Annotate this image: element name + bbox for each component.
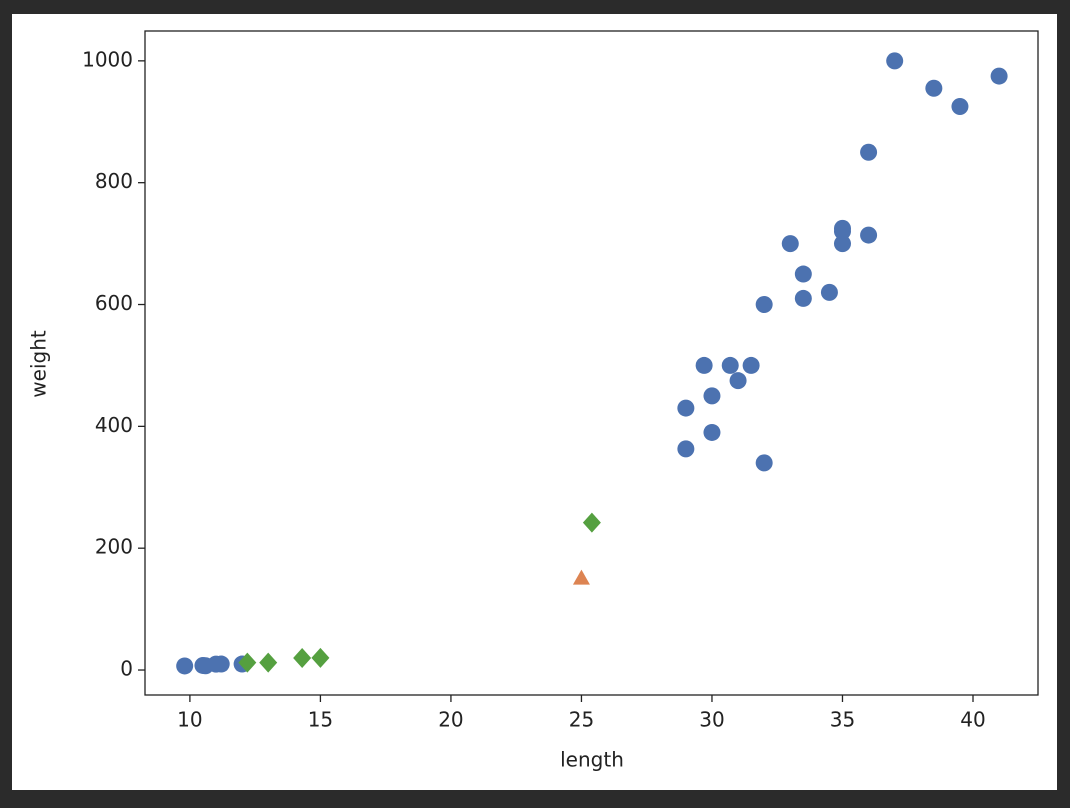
scatter-point [755, 296, 773, 314]
scatter-point [755, 454, 773, 472]
scatter-point [742, 356, 760, 374]
scatter-point [677, 440, 695, 458]
scatter-point [860, 226, 878, 244]
scatter-point [176, 657, 194, 675]
scatter-point [582, 512, 601, 533]
scatter-point [703, 387, 721, 405]
scatter-point [677, 399, 695, 417]
scatter-point [238, 652, 257, 673]
scatter-point [886, 52, 904, 70]
x-tick-label: 25 [569, 708, 594, 732]
x-tick-label: 15 [308, 708, 333, 732]
scatter-point [781, 235, 799, 253]
scatter-point [951, 98, 969, 116]
scatter-point [695, 356, 713, 374]
scatter-point [703, 423, 721, 441]
scatter-point [212, 655, 230, 673]
scatter-point [311, 647, 330, 668]
scatter-point [925, 79, 943, 97]
scatter-point [259, 652, 278, 673]
y-tick-label: 1000 [82, 47, 133, 71]
y-tick-label: 800 [95, 169, 133, 193]
figure-background [12, 14, 1057, 790]
scatter-point [833, 235, 851, 253]
x-tick-label: 35 [830, 708, 855, 732]
x-axis-label: length [560, 748, 624, 772]
y-tick-label: 600 [95, 291, 133, 315]
scatter-point [794, 289, 812, 307]
scatter-point [293, 648, 312, 669]
y-tick-label: 0 [120, 657, 133, 681]
x-tick-label: 40 [960, 708, 985, 732]
y-tick-label: 200 [95, 535, 133, 559]
scatter-point [990, 67, 1008, 85]
scatter-point [721, 356, 739, 374]
scatter-point [860, 143, 878, 161]
plot-frame [144, 30, 1039, 696]
x-tick-label: 30 [699, 708, 724, 732]
scatter-point [820, 283, 838, 301]
y-tick-label: 400 [95, 413, 133, 437]
scatter-point [794, 265, 812, 283]
scatter-point [833, 222, 851, 240]
y-axis-label: weight [27, 330, 51, 398]
x-tick-label: 10 [177, 708, 202, 732]
scatter-point [729, 372, 747, 390]
x-tick-label: 20 [438, 708, 463, 732]
scatter-point [572, 569, 590, 585]
